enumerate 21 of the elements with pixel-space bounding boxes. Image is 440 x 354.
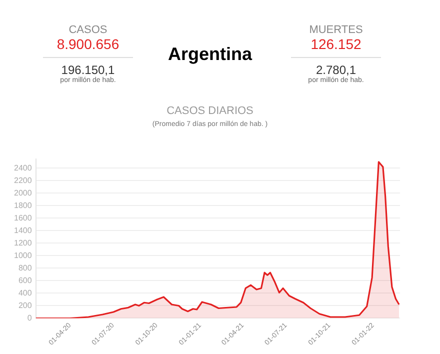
text: 196.150,1 xyxy=(60,63,115,77)
y-tick-label: 1200 xyxy=(14,238,32,248)
text: 8.900.656 xyxy=(43,36,133,58)
y-tick-label: 2400 xyxy=(14,163,32,172)
text: CASOS xyxy=(68,24,108,36)
chart-subtitle: CASOS DIARIOS xyxy=(166,105,254,117)
y-tick-label: 1600 xyxy=(14,213,32,222)
y-tick-label: 2000 xyxy=(14,188,32,198)
y-tick-label: 2200 xyxy=(14,176,32,185)
y-tick-label: 1400 xyxy=(14,226,32,235)
y-tick-label: 800 xyxy=(18,263,32,272)
chart-title: Argentina xyxy=(166,44,254,65)
text: 2.780,1 xyxy=(314,63,356,77)
y-tick-label: 1000 xyxy=(14,250,32,260)
text: MUERTES xyxy=(308,24,364,36)
y-tick-label: 0 xyxy=(27,313,32,322)
y-tick-label: 200 xyxy=(18,300,32,310)
text: 126.152 xyxy=(291,36,381,58)
y-tick-label: 1800 xyxy=(14,200,32,210)
y-tick-label: 400 xyxy=(18,288,32,298)
y-tick-label: 600 xyxy=(18,276,32,285)
